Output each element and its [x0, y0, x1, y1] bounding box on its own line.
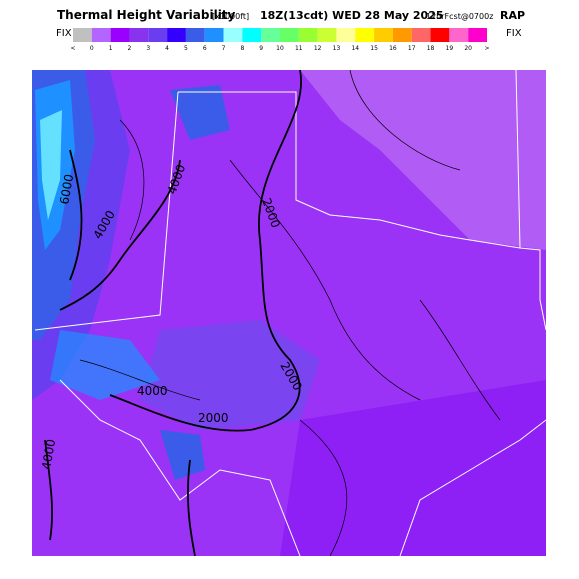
- colorbar-swatch: [355, 28, 375, 42]
- colorbar-label: 13: [333, 45, 341, 52]
- colorbar-swatch: [449, 28, 469, 42]
- valid-time: 18Z(13cdt) WED 28 May 2025: [260, 9, 444, 22]
- colorbar-label: 6: [203, 45, 207, 52]
- colorbar-swatch: [242, 28, 262, 42]
- colorbar-label: 1: [109, 45, 113, 52]
- colorbar-swatch: [411, 28, 431, 42]
- field-region: [40, 110, 62, 220]
- units: [x1000ft]: [212, 12, 249, 21]
- colorbar-swatch: [298, 28, 318, 42]
- model: RAP: [500, 9, 525, 22]
- field-region: [280, 380, 546, 556]
- colorbar-label: 17: [408, 45, 416, 52]
- colorbar-label: 14: [351, 45, 359, 52]
- colorbar-swatch: [336, 28, 356, 42]
- colorbar-label: 12: [314, 45, 322, 52]
- colorbar-swatch: [129, 28, 149, 42]
- contour-label: 2000: [198, 411, 229, 425]
- contour-label: 4000: [137, 384, 168, 398]
- colorbar-label: 16: [389, 45, 397, 52]
- colorbar-swatch: [374, 28, 393, 42]
- colorbar-swatch: [261, 28, 280, 42]
- colorbar-swatch: [430, 28, 450, 42]
- colorbar-swatch: [204, 28, 224, 42]
- colorbar-label: 3: [146, 45, 150, 52]
- colorbar-swatch: [91, 28, 111, 42]
- colorbar-label: 9: [259, 45, 263, 52]
- borders: [34, 69, 547, 557]
- forecast: 12hrFcst@0700z: [426, 12, 493, 21]
- colorbar-swatch: [185, 28, 205, 42]
- colorbar-label: 19: [446, 45, 454, 52]
- contour-label: 6000: [57, 173, 76, 206]
- colorbar: <0 1 2 3 4 5 6 7 8 9 10 11 12 13 14 15 16 17 18 19 20 >: [70, 28, 490, 52]
- colorbar-label: 5: [184, 45, 188, 52]
- colorbar-label: 8: [240, 45, 244, 52]
- colorbar-label: 0: [90, 45, 94, 52]
- colorbar-label: 7: [222, 45, 226, 52]
- colorbar-swatch: [167, 28, 186, 42]
- colorbar-label: 11: [295, 45, 303, 52]
- colorbar-swatch: [392, 28, 412, 42]
- colorbar-label: 4: [165, 45, 169, 52]
- colorbar-swatch: [148, 28, 168, 42]
- field-region: [300, 70, 546, 250]
- colorbar-swatch: [110, 28, 130, 42]
- contours: [44, 69, 501, 557]
- colorbar-label: 15: [370, 45, 378, 52]
- colorbar-label: <: [70, 45, 75, 52]
- colorbar-swatch: [317, 28, 337, 42]
- colorbar-label: 2: [128, 45, 132, 52]
- field-region: [170, 85, 230, 140]
- colorbar-label: 20: [464, 45, 472, 52]
- fix-label: FIX: [506, 28, 522, 39]
- field-region: [140, 320, 320, 430]
- colorbar-swatch: [73, 28, 92, 42]
- fix-label: FIX: [56, 28, 72, 39]
- title: Thermal Height Variability: [57, 8, 236, 22]
- header: Thermal Height Variability [x1000ft] 18Z…: [56, 8, 525, 39]
- colorbar-label: 18: [427, 45, 435, 52]
- colorbar-label: 10: [276, 45, 284, 52]
- colorbar-swatch: [223, 28, 243, 42]
- field-region: [160, 430, 205, 480]
- map: 6000 4000 4000 2000 2000 2000 4000 4000: [32, 69, 547, 557]
- colorbar-label: >: [484, 45, 489, 52]
- contour-label: 4000: [39, 438, 58, 471]
- colorbar-swatch: [280, 28, 299, 42]
- field-region: [50, 330, 160, 400]
- colorbar-swatch: [468, 28, 487, 42]
